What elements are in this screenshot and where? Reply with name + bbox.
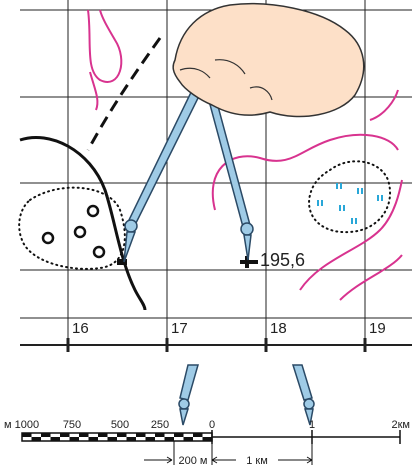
river [19,135,147,311]
hand [172,2,365,118]
grid-label: 19 [369,320,386,337]
marsh-outline [308,160,391,234]
scale-labels: м 1000 750 500 250 0 1 2км [4,419,410,431]
measure-label: 1 км [246,455,268,467]
measure-label: 200 м [179,455,208,467]
grid-labels: 16 17 18 19 [72,320,386,337]
scale-label: 0 [209,419,215,431]
measure-brackets [144,441,313,465]
scale-label: 2км [392,419,411,431]
grid-label: 18 [270,320,287,337]
point [117,259,127,265]
water-marks [317,183,383,224]
grid-label: 16 [72,320,89,337]
dashed-road [86,37,162,151]
elevation-label: 195,6 [260,250,305,270]
divider-lower [178,364,315,426]
marsh-outline [18,186,126,270]
scale-bar [21,430,401,444]
scale-label: 1 [309,419,315,431]
scale-label: 250 [151,419,169,431]
scale-label: 750 [63,419,81,431]
scale-label: 500 [111,419,129,431]
contours [87,9,403,301]
bushes [41,204,106,259]
grid-label: 17 [171,320,188,337]
scale-label: м 1000 [4,419,39,431]
